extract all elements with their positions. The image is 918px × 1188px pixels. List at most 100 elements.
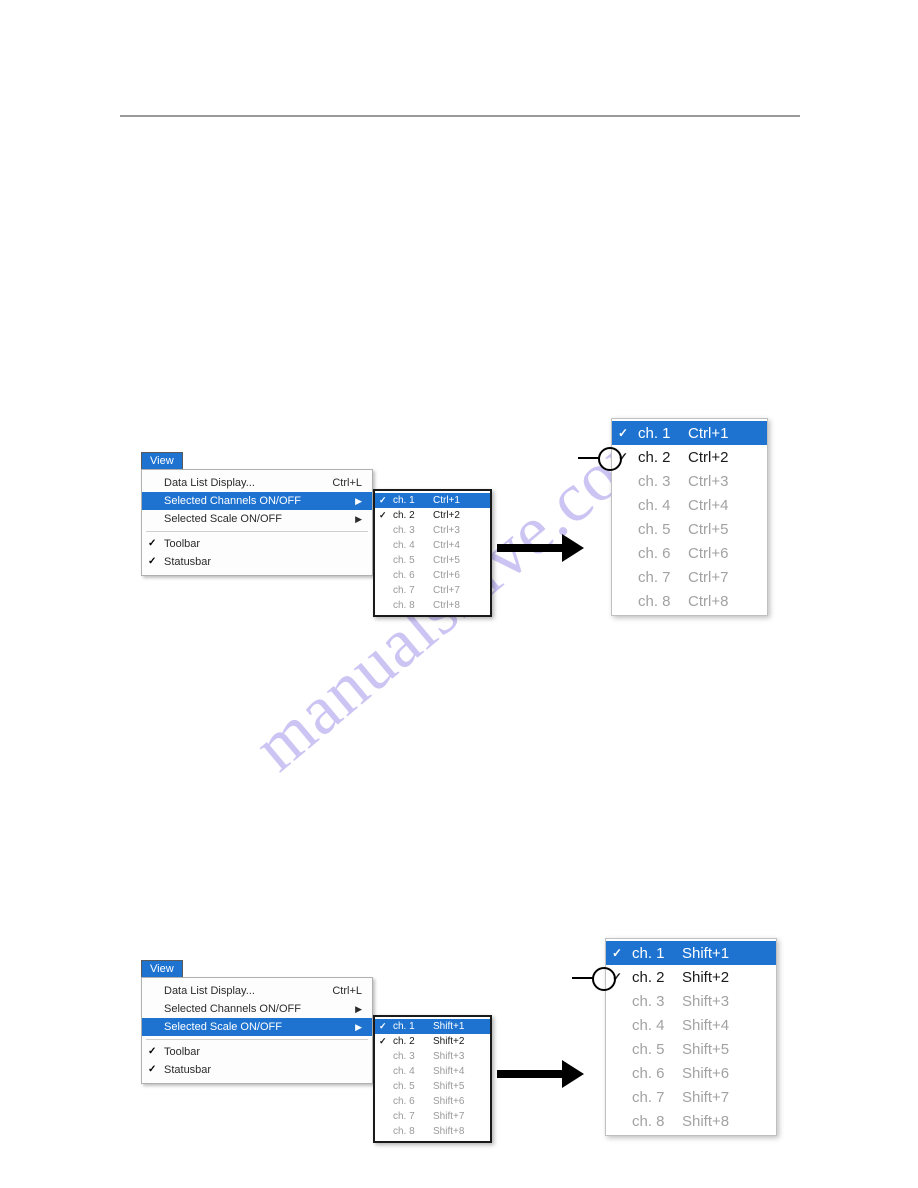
submenu-item-shortcut: Ctrl+1 [433, 495, 460, 506]
menu-item[interactable]: Data List Display...Ctrl+L [142, 982, 372, 1000]
menu-separator [146, 531, 368, 532]
submenu-item[interactable]: ch. 4Ctrl+4 [612, 493, 767, 517]
submenu-item[interactable]: ch. 5Shift+5 [606, 1037, 776, 1061]
submenu-item[interactable]: ch. 3Shift+3 [375, 1049, 490, 1064]
submenu-item-shortcut: Ctrl+5 [433, 555, 460, 566]
submenu-item[interactable]: ch. 7Ctrl+7 [375, 583, 490, 598]
check-icon: ✓ [618, 426, 628, 440]
callout-line [572, 977, 594, 979]
menu-item[interactable]: Data List Display...Ctrl+L [142, 474, 372, 492]
submenu-item[interactable]: ✓ch. 2Ctrl+2 [375, 508, 490, 523]
view-menu-tab-2[interactable]: View [141, 960, 183, 978]
submenu-item-label: ch. 4 [638, 497, 688, 514]
submenu-item[interactable]: ✓ ch. 2Shift+2 [375, 1034, 490, 1049]
submenu-item-label: ch. 2 [393, 1036, 433, 1047]
submenu-item-shortcut: Shift+2 [682, 969, 729, 986]
submenu-item-shortcut: Ctrl+4 [688, 497, 728, 514]
submenu-item-label: ch. 2 [632, 969, 682, 986]
submenu-item-label: ch. 4 [632, 1017, 682, 1034]
submenu-item-shortcut: Ctrl+3 [433, 525, 460, 536]
submenu-item[interactable]: ch. 5Shift+5 [375, 1079, 490, 1094]
submenu-item[interactable]: ✓ch. 2Ctrl+2 [612, 445, 767, 469]
submenu-item-shortcut: Shift+4 [682, 1017, 729, 1034]
submenu-item-shortcut: Ctrl+2 [433, 510, 460, 521]
menu-item[interactable]: Selected Scale ON/OFF▶ [142, 1018, 372, 1036]
submenu-item-shortcut: Ctrl+8 [688, 593, 728, 610]
submenu-item-shortcut: Shift+7 [433, 1111, 464, 1122]
submenu-item-label: ch. 7 [638, 569, 688, 586]
submenu-item-shortcut: Ctrl+3 [688, 473, 728, 490]
menu-item[interactable]: ✓ Toolbar [142, 1043, 372, 1061]
submenu-item-label: ch. 1 [393, 495, 433, 506]
submenu-item[interactable]: ch. 5Ctrl+5 [612, 517, 767, 541]
menu-item[interactable]: ✓Toolbar [142, 535, 372, 553]
channels-submenu-small: ✓ ch. 1Ctrl+1 ✓ch. 2Ctrl+2ch. 3Ctrl+3ch. 4… [373, 489, 492, 617]
submenu-item-shortcut: Shift+5 [433, 1081, 464, 1092]
submenu-item[interactable]: ch. 6Shift+6 [375, 1094, 490, 1109]
callout-circle-icon [598, 447, 622, 471]
submenu-item[interactable]: ch. 7Shift+7 [606, 1085, 776, 1109]
submenu-item[interactable]: ✓ch. 1Ctrl+1 [612, 421, 767, 445]
submenu-item-shortcut: Ctrl+8 [433, 600, 460, 611]
submenu-item-label: ch. 8 [638, 593, 688, 610]
submenu-item[interactable]: ✓ch. 1Shift+1 [375, 1019, 490, 1034]
submenu-item[interactable]: ch. 4Shift+4 [606, 1013, 776, 1037]
check-icon: ✓ [148, 1046, 156, 1057]
submenu-item[interactable]: ch. 6Ctrl+6 [612, 541, 767, 565]
menu-item[interactable]: Selected Channels ON/OFF▶ [142, 492, 372, 510]
submenu-item-shortcut: Shift+7 [682, 1089, 729, 1106]
menu-separator [146, 1039, 368, 1040]
submenu-item-shortcut: Ctrl+7 [433, 585, 460, 596]
submenu-item[interactable]: ✓ ch. 1Ctrl+1 [375, 493, 490, 508]
check-icon: ✓ [379, 495, 387, 506]
submenu-item[interactable]: ch. 6Ctrl+6 [375, 568, 490, 583]
submenu-item-shortcut: Shift+1 [682, 945, 729, 962]
submenu-item[interactable]: ch. 8Shift+8 [375, 1124, 490, 1139]
submenu-item-shortcut: Shift+6 [433, 1096, 464, 1107]
scale-submenu-small: ✓ch. 1Shift+1✓ch. 2Shift+2ch. 3Shift+3ch… [373, 1015, 492, 1143]
submenu-item[interactable]: ch. 4Shift+4 [375, 1064, 490, 1079]
check-icon: ✓ [148, 556, 156, 567]
submenu-item[interactable]: ch. 4Ctrl+4 [375, 538, 490, 553]
menu-item[interactable]: Selected Channels ON/OFF▶ [142, 1000, 372, 1018]
submenu-item[interactable]: ch. 8Shift+8 [606, 1109, 776, 1133]
submenu-item-shortcut: Shift+1 [433, 1021, 464, 1032]
submenu-item[interactable]: ch. 3Ctrl+3 [375, 523, 490, 538]
submenu-item[interactable]: ch. 6Shift+6 [606, 1061, 776, 1085]
menu-item[interactable]: ✓Statusbar [142, 1061, 372, 1079]
check-icon: ✓ [379, 1036, 387, 1047]
submenu-item-label: ch. 7 [393, 1111, 433, 1122]
menu-item[interactable]: Selected Scale ON/OFF▶ [142, 510, 372, 528]
submenu-item[interactable]: ✓ch. 2Shift+2 [606, 965, 776, 989]
submenu-item-shortcut: Shift+5 [682, 1041, 729, 1058]
menu-item[interactable]: ✓Statusbar [142, 553, 372, 571]
submenu-item-label: ch. 6 [393, 570, 433, 581]
submenu-item[interactable]: ✓ch. 1Shift+1 [606, 941, 776, 965]
submenu-item-shortcut: Ctrl+6 [433, 570, 460, 581]
menu-item-label: Data List Display... [164, 477, 255, 489]
submenu-item-label: ch. 7 [393, 585, 433, 596]
submenu-item-shortcut: Shift+2 [433, 1036, 464, 1047]
submenu-item-shortcut: Shift+4 [433, 1066, 464, 1077]
zoom-arrow-icon [497, 534, 584, 562]
submenu-item-shortcut: Shift+8 [433, 1126, 464, 1137]
submenu-item[interactable]: ch. 8Ctrl+8 [612, 589, 767, 613]
menu-item-label: Toolbar [164, 538, 200, 550]
submenu-item[interactable]: ch. 7Shift+7 [375, 1109, 490, 1124]
submenu-item-label: ch. 8 [393, 1126, 433, 1137]
submenu-item-label: ch. 6 [638, 545, 688, 562]
menu-item-label: Toolbar [164, 1046, 200, 1058]
submenu-item[interactable]: ch. 3Shift+3 [606, 989, 776, 1013]
submenu-item[interactable]: ch. 3Ctrl+3 [612, 469, 767, 493]
submenu-item[interactable]: ch. 5Ctrl+5 [375, 553, 490, 568]
submenu-item-shortcut: Ctrl+6 [688, 545, 728, 562]
submenu-item-shortcut: Shift+8 [682, 1113, 729, 1130]
submenu-item[interactable]: ch. 7Ctrl+7 [612, 565, 767, 589]
submenu-item-label: ch. 1 [632, 945, 682, 962]
view-menu-tab[interactable]: View [141, 452, 183, 470]
submenu-item[interactable]: ch. 8Ctrl+8 [375, 598, 490, 613]
view-menu-dropdown: Data List Display...Ctrl+LSelected Chann… [141, 469, 373, 576]
submenu-item-shortcut: Ctrl+5 [688, 521, 728, 538]
callout-circle-icon [592, 967, 616, 991]
submenu-item-label: ch. 6 [632, 1065, 682, 1082]
